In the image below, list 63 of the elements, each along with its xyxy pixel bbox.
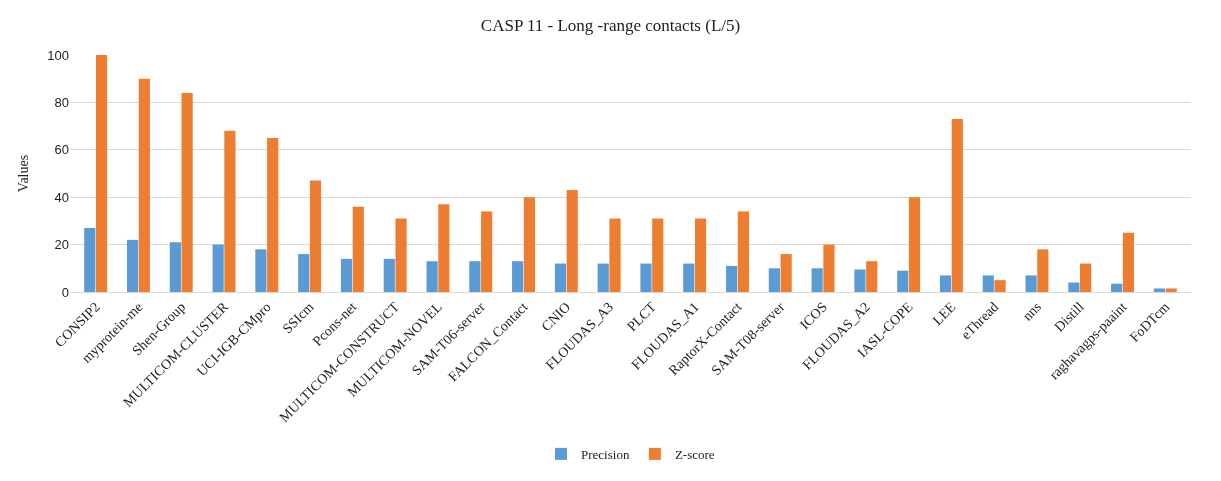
bar — [982, 275, 994, 292]
bar — [908, 197, 921, 292]
bar — [1165, 288, 1177, 292]
legend-label: Precision — [581, 446, 630, 462]
bar — [224, 130, 236, 292]
bar — [566, 190, 578, 292]
y-tick-label: 20 — [54, 237, 69, 253]
legend-label: Z-score — [674, 446, 715, 462]
bar — [298, 254, 310, 292]
bar — [169, 242, 181, 292]
bar — [951, 118, 963, 292]
bar — [1153, 288, 1166, 292]
bar — [138, 78, 150, 292]
bar — [1068, 282, 1080, 292]
bar — [768, 268, 780, 292]
y-tick-label: 80 — [54, 94, 69, 110]
bar — [897, 270, 909, 292]
bar — [340, 258, 353, 292]
chart-title: CASP 11 - Long -range contacts (L/5) — [480, 16, 741, 36]
bar — [395, 218, 407, 292]
bar — [866, 261, 878, 292]
bar — [725, 265, 738, 292]
bar — [1037, 249, 1049, 292]
bar — [1122, 232, 1135, 292]
bar — [481, 211, 493, 292]
bar — [554, 263, 567, 292]
bar — [609, 218, 621, 292]
bar — [181, 92, 193, 292]
bar — [512, 261, 524, 292]
bar — [1111, 283, 1123, 292]
bar — [212, 244, 224, 292]
y-tick-label: 60 — [54, 142, 69, 158]
bar — [737, 211, 749, 292]
bar — [780, 254, 792, 292]
bar — [994, 280, 1006, 292]
bar — [469, 261, 481, 292]
bar — [1080, 263, 1092, 292]
bar — [126, 239, 139, 292]
bar — [939, 275, 952, 292]
y-tick-label: 100 — [47, 47, 69, 63]
bar — [823, 244, 835, 292]
bar — [640, 263, 652, 292]
bar — [523, 197, 536, 292]
bar — [352, 206, 364, 292]
bar — [426, 261, 438, 292]
bar — [597, 263, 609, 292]
bar — [811, 268, 823, 292]
bar — [84, 228, 96, 292]
bar — [383, 258, 395, 292]
bar — [1025, 275, 1037, 292]
bar — [683, 263, 695, 292]
bar — [255, 249, 267, 292]
bar — [438, 204, 450, 292]
y-tick-label: 0 — [61, 284, 69, 300]
bar — [694, 218, 707, 292]
bar — [267, 137, 279, 292]
bar — [854, 269, 866, 292]
x-tick-label: nns — [1019, 299, 1045, 324]
y-axis-title: Values — [15, 154, 31, 193]
y-tick-label: 40 — [54, 189, 69, 205]
bar — [309, 180, 322, 292]
bar — [652, 218, 664, 292]
bar — [95, 55, 108, 292]
